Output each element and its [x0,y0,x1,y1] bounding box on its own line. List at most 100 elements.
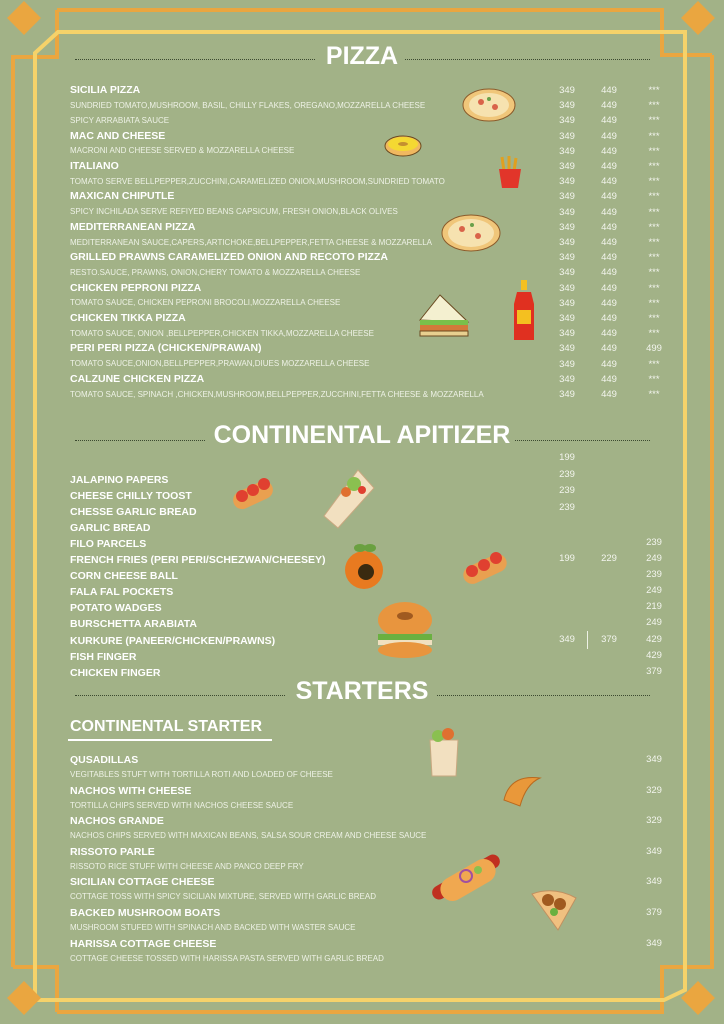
price-medium: 449 [601,237,617,248]
menu-item-name: POTATO WADGES [70,602,162,615]
hotdog-icon [432,854,500,901]
price-large: *** [648,176,660,188]
price-medium: 449 [601,373,617,385]
price-medium: 449 [601,358,617,370]
price-small: 349 [559,221,575,233]
falafel-pita-icon [531,890,577,931]
menu-item-name: BACKED MUSHROOM BOATS [70,907,221,919]
menu-item-name: FALA FAL POCKETS [70,586,174,599]
price: 349 [646,845,662,857]
menu-item-name: NACHOS GRANDE [70,815,164,828]
price: 429 [646,633,662,645]
price-small: 349 [559,237,575,248]
menu-item-description: TOMATO SERVE BELLPEPPER,ZUCCHINI,CARAMEL… [70,176,445,186]
menu-item-description: VEGITABLES STUFT WITH TORTILLA ROTI AND … [70,770,333,779]
price: 219 [646,601,662,613]
wrap-icon [323,469,375,529]
heading-divider [75,695,285,696]
price-small: 349 [559,343,575,355]
menu-item-name: BURSCHETTA ARABIATA [70,618,197,631]
price-large: *** [648,328,660,340]
price: 379 [646,665,662,677]
heading-divider [75,59,315,60]
price-medium: 449 [601,389,617,400]
price: 249 [646,585,662,597]
sauce-bottle-icon [514,280,534,340]
price: 239 [559,501,575,513]
section-title-apitizer: CONTINENTAL APITIZER [213,421,511,449]
menu-item-name: CALZUNE CHICKEN PIZZA [70,372,205,385]
price: 249 [646,553,662,565]
menu-item-name: CORN CHEESE BALL [70,570,178,583]
menu-item-name: FISH FINGER [70,650,137,663]
menu-item-name: JALAPINO PAPERS [70,474,169,486]
price: 229 [601,553,617,565]
price-small: 349 [559,373,575,385]
price-medium: 449 [601,221,617,233]
section-title-starters: STARTERS [295,677,429,705]
price-large: *** [648,373,660,385]
price-small: 349 [559,297,575,309]
menu-item-name: CHESSE GARLIC BREAD [70,506,197,519]
burger-icon [378,602,432,658]
price-medium: 449 [601,343,617,355]
menu-item-name: HARISSA COTTAGE CHEESE [70,937,217,950]
price-small: 349 [559,176,575,188]
pizza-icon [462,88,516,122]
price-large: *** [648,130,660,142]
price-medium: 449 [601,297,617,309]
price-medium: 449 [601,328,617,340]
price: 349 [646,754,662,765]
price-large: *** [648,297,660,309]
price-medium: 449 [601,191,617,203]
price-large: *** [648,85,660,96]
menu-item-description: SUNDRIED TOMATO,MUSHROOM, BASIL, CHILLY … [70,100,426,110]
menu-item-name: NACHOS WITH CHEESE [70,784,192,797]
price-medium: 449 [601,252,617,264]
price-medium: 449 [601,313,617,324]
price-large: *** [648,145,660,157]
price-medium: 449 [601,206,617,218]
price-medium: 449 [601,130,617,142]
price: 239 [559,468,575,480]
price-small: 349 [559,313,575,324]
menu-item-description: SPICY ARRABIATA SAUCE [70,115,170,125]
price-medium: 449 [601,176,617,188]
menu-item-name: CHICKEN TIKKA PIZZA [70,312,186,324]
price-small: 349 [559,115,575,127]
menu-item-description: MUSHROOM STUFED WITH SPINACH AND BACKED … [70,923,356,932]
menu-item-description: TOMATO SAUCE, SPINACH ,CHICKEN,MUSHROOM,… [70,389,484,399]
price-medium: 449 [601,100,617,112]
price: 379 [601,633,617,645]
menu-item-description: TOMATO SAUCE, ONION ,BELLPEPPER,CHICKEN … [70,328,374,338]
croissant-icon [503,776,542,807]
heading-divider [515,440,650,441]
menu-item-name: FRENCH FRIES (PERI PERI/SCHEZWAN/CHEESEY… [70,554,326,567]
fries-icon [499,156,521,188]
menu-item-name: SICILIA PIZZA [70,84,141,96]
price: 349 [646,876,662,888]
menu-item-description: MEDITERRANEAN SAUCE,CAPERS,ARTICHOKE,BEL… [70,237,433,247]
price: 249 [646,617,662,629]
menu-item-description: RESTO.SAUCE, PRAWNS, ONION,CHERY TOMATO … [70,267,361,277]
menu-item-name: QUSADILLAS [70,754,139,766]
menu-item-description: MACRONI AND CHEESE SERVED & MOZZARELLA C… [70,146,295,156]
price: 349 [646,937,662,949]
subsection-underline [68,739,272,741]
price-small: 349 [559,267,575,279]
sandwich-icon [418,294,470,337]
menu-item-name: MAC AND CHEESE [70,129,166,142]
price: 329 [646,784,662,796]
menu-item-name: GARLIC BREAD [70,522,151,535]
price-large: *** [648,267,660,279]
price: 239 [646,537,662,549]
price-medium: 449 [601,282,617,294]
menu-item-name: CHEESE CHILLY TOOST [70,490,192,503]
menu-item-name: CHICKEN PEPRONI PIZZA [70,281,202,294]
heading-divider [405,59,650,60]
menu-item-name: RISSOTO PARLE [70,845,155,858]
price-medium: 449 [601,115,617,127]
price: 329 [646,815,662,827]
menu-item-name: KURKURE (PANEER/CHICKEN/PRAWNS) [70,634,276,647]
